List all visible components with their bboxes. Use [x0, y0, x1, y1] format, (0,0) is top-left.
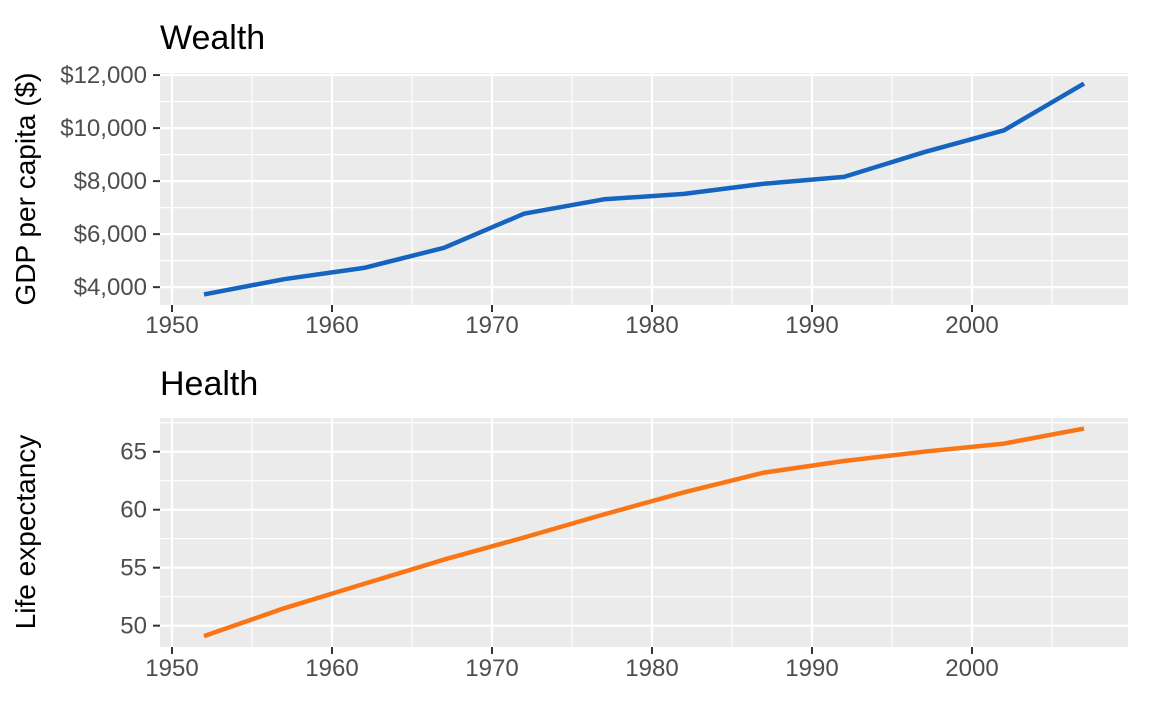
x-tick-label: 1970 [465, 655, 518, 682]
series-line-health [203, 426, 1085, 639]
chart-canvas-wealth: 1950 1960 1970 1980 1990 2000 $4,000 $6,000 $8,0… [60, 62, 1128, 339]
y-tick-label: 65 [120, 439, 147, 466]
y-tick-label: $4,000 [74, 274, 147, 301]
x-tick-label: 1970 [465, 312, 518, 339]
y-tick-label: 55 [120, 555, 147, 582]
x-tick-label: 1950 [145, 655, 198, 682]
chart-title-wealth: Wealth [160, 19, 266, 57]
y-axis-label-health: Life expectancy [10, 434, 41, 630]
x-tick-label: 1980 [625, 655, 678, 682]
x-tick-label: 1980 [625, 312, 678, 339]
chart-wealth: Wealth GDP per capita ($) 1950 1960 1970 19… [0, 0, 1152, 348]
x-tick-label: 1990 [785, 655, 838, 682]
plot-panel [160, 418, 1128, 647]
chart-canvas-health: 1950 1960 1970 1980 1990 2000 50 55 60 65 [120, 418, 1128, 682]
x-tick-label: 2000 [945, 312, 998, 339]
x-tick-label: 1960 [305, 312, 358, 339]
y-axis-label-wealth: GDP per capita ($) [10, 72, 41, 306]
y-tick-label: 60 [120, 497, 147, 524]
chart-health: Health Life expectancy 1950 1960 1970 1980 1… [0, 348, 1152, 711]
y-tick-label: $6,000 [74, 221, 147, 248]
chart-title-health: Health [160, 365, 259, 403]
series-line-wealth [203, 81, 1086, 297]
y-tick-label: $8,000 [74, 168, 147, 195]
y-tick-label: $10,000 [60, 115, 147, 142]
x-tick-label: 1950 [145, 312, 198, 339]
plot-panel [160, 73, 1128, 305]
y-tick-label: $12,000 [60, 62, 147, 89]
x-tick-label: 1990 [785, 312, 838, 339]
x-tick-label: 1960 [305, 655, 358, 682]
x-tick-label: 2000 [945, 655, 998, 682]
y-tick-label: 50 [120, 613, 147, 640]
